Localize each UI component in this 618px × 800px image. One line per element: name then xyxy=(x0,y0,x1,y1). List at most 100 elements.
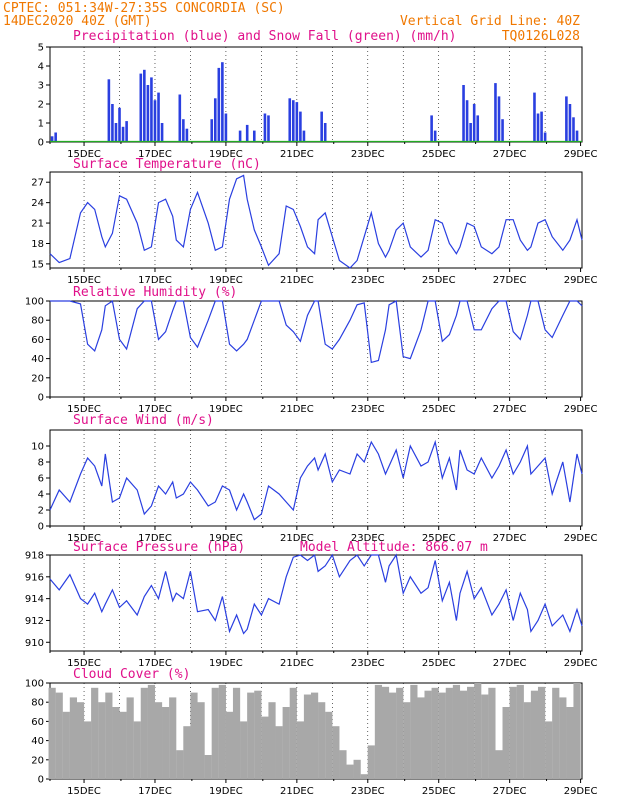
cloud-bar xyxy=(140,687,148,779)
wind-xtick-label: 21DEC xyxy=(280,533,314,544)
temp-frame xyxy=(49,171,583,269)
press-xtick-label: 15DEC xyxy=(67,658,101,669)
station-header: CPTEC: 051:34W-27:35S CONCORDIA (SC) xyxy=(3,1,285,16)
cloud-bar xyxy=(389,692,397,779)
wind-ytick-label: 6 xyxy=(38,474,44,485)
cloud-bar xyxy=(204,755,212,779)
precip-bar xyxy=(252,130,256,142)
precip-bar xyxy=(572,117,575,142)
precip-bar xyxy=(210,119,214,142)
precip-bar xyxy=(114,123,118,142)
cloud-bar xyxy=(69,697,78,779)
cloud-bar xyxy=(176,750,184,779)
precip-bar xyxy=(568,104,572,142)
cloud-xtick-label: 23DEC xyxy=(351,786,385,797)
precip-bar xyxy=(221,62,224,143)
rh-ytick-label: 60 xyxy=(31,335,44,346)
rh-xtick-label: 21DEC xyxy=(280,404,314,415)
precip-bar xyxy=(150,77,153,142)
precip-bar xyxy=(143,69,146,142)
precip-ytick-label: 1 xyxy=(38,119,44,130)
precip-bar xyxy=(118,107,121,142)
cloud-bar xyxy=(396,687,404,779)
cloud-bar xyxy=(566,707,574,779)
temp-xtick-label: 25DEC xyxy=(422,275,456,286)
wind-xtick-label: 17DEC xyxy=(138,533,172,544)
cloud-bar xyxy=(296,721,304,779)
wind-xtick-label: 23DEC xyxy=(351,533,385,544)
cloud-bar xyxy=(459,690,468,779)
press-title: Surface Pressure (hPa) xyxy=(73,540,245,555)
precip-bar xyxy=(54,132,57,142)
cloud-bar xyxy=(119,711,127,779)
cloud-bar xyxy=(417,697,425,779)
cloud-bar xyxy=(218,684,226,779)
cloud-bar xyxy=(169,697,177,779)
wind-ytick-label: 8 xyxy=(38,458,44,469)
cloud-bar xyxy=(523,702,531,779)
cloud-bar xyxy=(162,707,170,779)
wind-xtick-label: 15DEC xyxy=(67,533,101,544)
cloud-bar xyxy=(403,702,411,779)
press-ytick-label: 910 xyxy=(25,638,44,649)
precip-ytick-label: 5 xyxy=(38,43,44,54)
cloud-xtick-label: 15DEC xyxy=(67,786,101,797)
press-series-line xyxy=(49,553,583,635)
rh-ytick-label: 100 xyxy=(25,297,44,308)
precip-bar xyxy=(107,79,111,142)
precip-bar xyxy=(433,130,437,142)
wind-ytick-label: 10 xyxy=(31,442,44,453)
cloud-bar xyxy=(55,692,63,779)
temp-panel: 15 18 21 24 27 15DEC 17DEC 19DEC 21DEC 23DEC 25DEC… xyxy=(31,157,597,286)
precip-xtick-label: 17DEC xyxy=(138,149,172,160)
rh-xtick-label: 19DEC xyxy=(209,404,243,415)
press-xtick-label: 25DEC xyxy=(422,658,456,669)
precip-bar xyxy=(288,98,292,142)
precip-bar xyxy=(430,115,433,142)
cloud-bar xyxy=(573,683,581,779)
precip-bar xyxy=(263,113,267,142)
cloud-bar xyxy=(183,726,191,779)
precip-bar xyxy=(185,128,189,142)
precip-bar xyxy=(245,124,249,142)
cloud-bar xyxy=(197,702,205,779)
wind-frame xyxy=(49,429,583,527)
precip-bar xyxy=(302,130,306,142)
precip-bar xyxy=(575,130,579,142)
cloud-xtick-label: 29DEC xyxy=(564,786,598,797)
run-date-header: 14DEC2020 40Z (GMT) xyxy=(3,14,152,29)
cloud-bar xyxy=(467,686,475,779)
wind-title: Surface Wind (m/s) xyxy=(73,413,214,428)
cloud-bar xyxy=(474,683,482,779)
precip-bar xyxy=(267,115,270,142)
precip-bar xyxy=(543,132,547,142)
rh-xtick-label: 17DEC xyxy=(138,404,172,415)
press-ytick-label: 914 xyxy=(25,594,44,605)
rh-series-line xyxy=(50,299,583,364)
temp-title: Surface Temperature (nC) xyxy=(73,157,261,172)
precip-bar xyxy=(320,111,323,142)
cloud-bar xyxy=(325,711,333,779)
temp-xtick-label: 27DEC xyxy=(493,275,527,286)
precip-ytick-label: 0 xyxy=(38,138,44,149)
rh-ytick-label: 0 xyxy=(38,393,44,404)
cloud-bar xyxy=(445,687,453,779)
precip-bar xyxy=(501,119,504,142)
wind-ytick-label: 4 xyxy=(38,490,44,501)
press-xtick-label: 23DEC xyxy=(351,658,385,669)
cloud-bar xyxy=(488,687,496,779)
rh-ytick-label: 80 xyxy=(31,316,44,327)
precip-bar xyxy=(540,111,543,142)
temp-series-line xyxy=(49,174,583,269)
cloud-bar xyxy=(481,694,489,779)
wind-xtick-label: 27DEC xyxy=(493,533,527,544)
rh-title: Relative Humidity (%) xyxy=(73,285,237,300)
precip-bar xyxy=(178,94,182,142)
cloud-bar xyxy=(318,702,326,779)
cloud-bar xyxy=(367,745,375,779)
temp-ytick-label: 15 xyxy=(31,259,44,270)
precip-xtick-label: 19DEC xyxy=(209,149,243,160)
precip-bar xyxy=(224,113,228,142)
cloud-bar xyxy=(105,692,113,779)
